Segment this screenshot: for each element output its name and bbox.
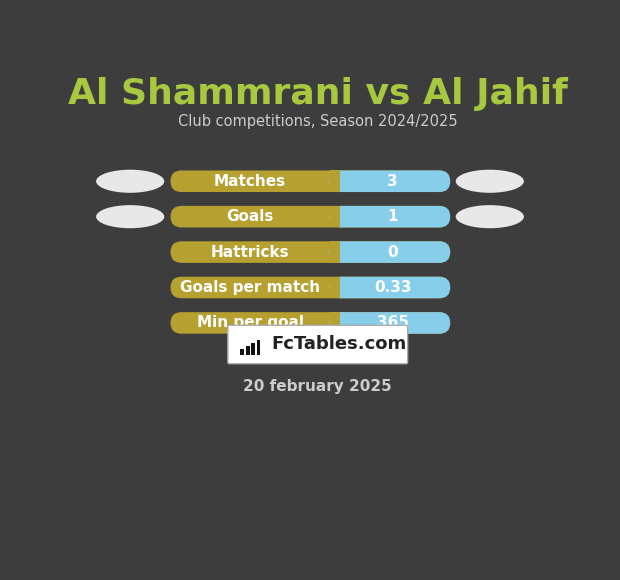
Bar: [257, 340, 260, 354]
FancyBboxPatch shape: [170, 171, 450, 192]
Bar: [330, 312, 340, 334]
Text: 20 february 2025: 20 february 2025: [244, 379, 392, 394]
Text: 0.33: 0.33: [374, 280, 412, 295]
Text: Goals: Goals: [226, 209, 273, 224]
Text: 1: 1: [388, 209, 398, 224]
Ellipse shape: [456, 205, 524, 228]
FancyBboxPatch shape: [228, 325, 408, 364]
Text: 365: 365: [377, 316, 409, 331]
FancyBboxPatch shape: [330, 171, 450, 192]
Bar: [330, 171, 340, 192]
Ellipse shape: [96, 205, 164, 228]
FancyBboxPatch shape: [170, 241, 450, 263]
Text: 3: 3: [388, 174, 398, 188]
FancyBboxPatch shape: [170, 206, 450, 227]
FancyBboxPatch shape: [330, 241, 450, 263]
Text: Min per goal: Min per goal: [197, 316, 304, 331]
Text: Goals per match: Goals per match: [180, 280, 320, 295]
Text: Al Shammrani vs Al Jahif: Al Shammrani vs Al Jahif: [68, 77, 568, 111]
FancyBboxPatch shape: [330, 277, 450, 298]
FancyBboxPatch shape: [170, 312, 450, 334]
Text: Club competitions, Season 2024/2025: Club competitions, Season 2024/2025: [178, 114, 458, 129]
Bar: [241, 349, 244, 354]
FancyBboxPatch shape: [330, 206, 450, 227]
Text: 0: 0: [388, 245, 398, 260]
Bar: [251, 343, 255, 354]
FancyBboxPatch shape: [170, 277, 450, 298]
Ellipse shape: [96, 170, 164, 193]
Bar: [330, 206, 340, 227]
Ellipse shape: [456, 170, 524, 193]
FancyBboxPatch shape: [330, 312, 450, 334]
Bar: [246, 346, 249, 354]
Bar: [330, 277, 340, 298]
Text: FcTables.com: FcTables.com: [272, 335, 407, 353]
Text: Hattricks: Hattricks: [211, 245, 290, 260]
Bar: [330, 241, 340, 263]
Text: Matches: Matches: [214, 174, 286, 188]
